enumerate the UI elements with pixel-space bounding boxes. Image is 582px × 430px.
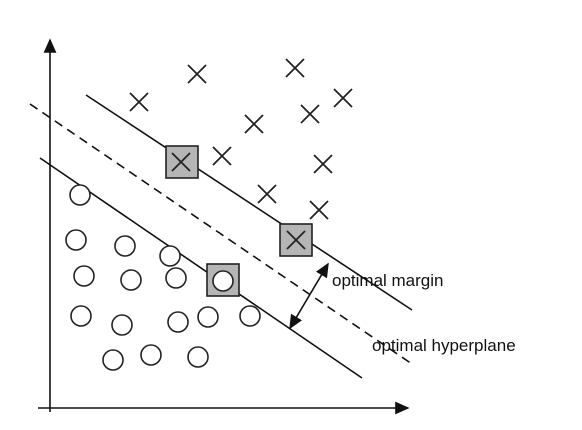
x-marker — [333, 88, 353, 108]
margin-arrow — [289, 262, 329, 330]
o-marker — [120, 269, 142, 291]
o-marker — [65, 229, 87, 251]
o-marker — [73, 265, 95, 287]
optimal-margin-label: optimal margin — [332, 271, 444, 290]
upper-margin-line — [85, 94, 413, 311]
o-marker — [69, 184, 91, 206]
o-marker — [197, 306, 219, 328]
x-marker — [257, 184, 277, 204]
o-marker — [111, 314, 133, 336]
o-marker — [212, 270, 234, 292]
x-marker — [300, 104, 320, 124]
o-marker — [239, 305, 261, 327]
o-marker — [187, 346, 209, 368]
o-marker — [114, 235, 136, 257]
x-marker — [285, 58, 305, 78]
o-marker — [165, 267, 187, 289]
o-marker — [159, 245, 181, 267]
o-marker — [70, 305, 92, 327]
x-marker — [171, 152, 191, 172]
x-marker — [309, 200, 329, 220]
lower-margin-line — [39, 157, 363, 379]
class-o-points — [65, 184, 261, 371]
x-marker — [129, 92, 149, 112]
optimal-hyperplane-line — [29, 103, 413, 365]
x-marker — [286, 230, 306, 250]
optimal-hyperplane-label: optimal hyperplane — [372, 336, 516, 355]
x-marker — [313, 154, 333, 174]
class-x-points — [129, 58, 353, 250]
x-marker — [187, 64, 207, 84]
o-marker — [102, 349, 124, 371]
x-marker — [212, 146, 232, 166]
x-marker — [244, 114, 264, 134]
o-marker — [167, 311, 189, 333]
o-marker — [140, 344, 162, 366]
